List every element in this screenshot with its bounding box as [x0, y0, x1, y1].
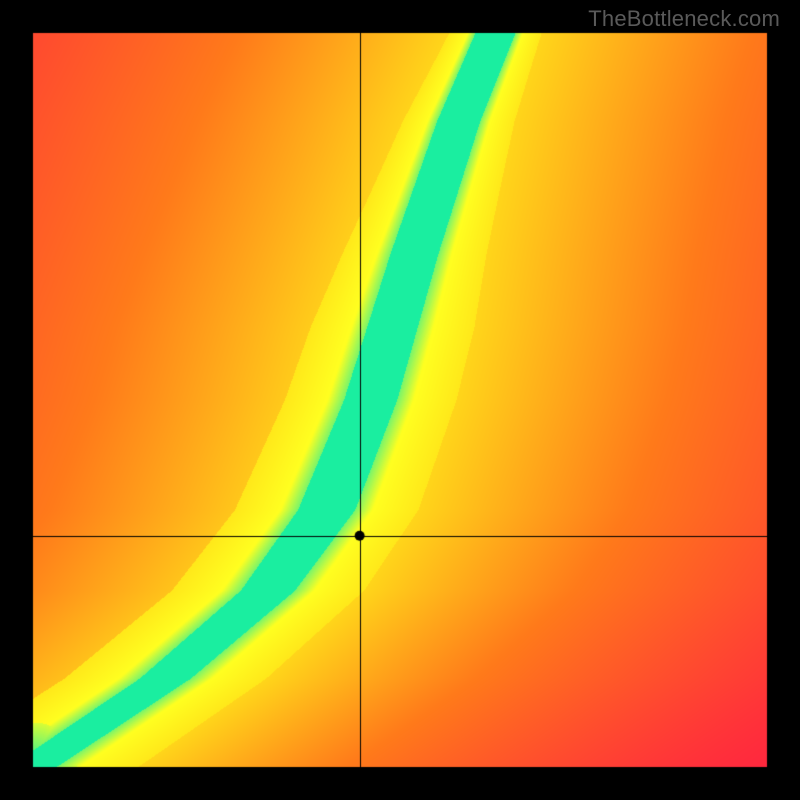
watermark-text: TheBottleneck.com: [588, 6, 780, 32]
heatmap-canvas: [0, 0, 800, 800]
chart-container: TheBottleneck.com: [0, 0, 800, 800]
